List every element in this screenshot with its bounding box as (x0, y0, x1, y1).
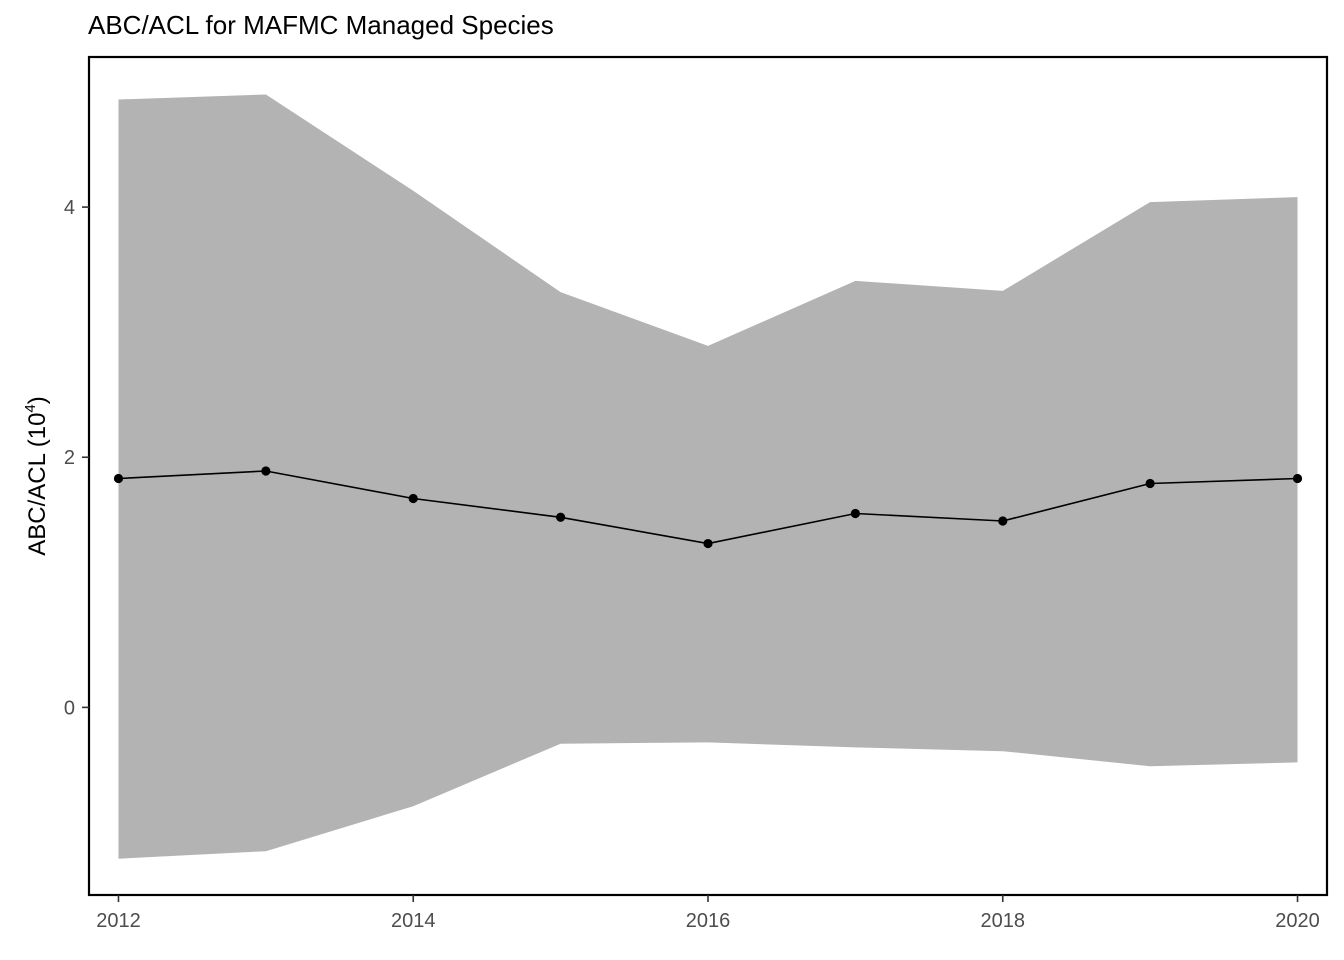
data-point (1292, 473, 1303, 484)
data-points (113, 466, 1303, 549)
data-point (556, 512, 566, 522)
data-point (998, 516, 1008, 526)
confidence-band (118, 94, 1298, 859)
x-axis: 2012 2014 2016 2018 2020 (96, 895, 1320, 932)
y-tick-label: 4 (64, 197, 75, 219)
data-point (850, 508, 860, 519)
y-tick-label: 0 (64, 697, 75, 719)
data-point (703, 538, 713, 549)
y-axis-label-exponent: 4 (22, 404, 39, 412)
x-tick-label: 2018 (981, 910, 1026, 932)
x-tick-label: 2012 (96, 910, 141, 932)
chart-title: ABC/ACL for MAFMC Managed Species (88, 10, 554, 40)
x-tick-label: 2016 (686, 910, 731, 932)
y-axis-label-suffix: ) (24, 396, 51, 404)
data-point (408, 493, 418, 504)
x-tick-label: 2020 (1275, 910, 1320, 932)
y-axis-label: ABC/ACL (104) (22, 396, 51, 556)
x-tick-label: 2014 (391, 910, 436, 932)
data-point (113, 473, 124, 484)
data-point (1145, 478, 1155, 489)
y-axis: 0 2 4 (64, 197, 89, 719)
y-axis-label-prefix: ABC/ACL (10 (24, 413, 51, 556)
y-tick-label: 2 (64, 447, 75, 469)
data-point (261, 466, 271, 476)
